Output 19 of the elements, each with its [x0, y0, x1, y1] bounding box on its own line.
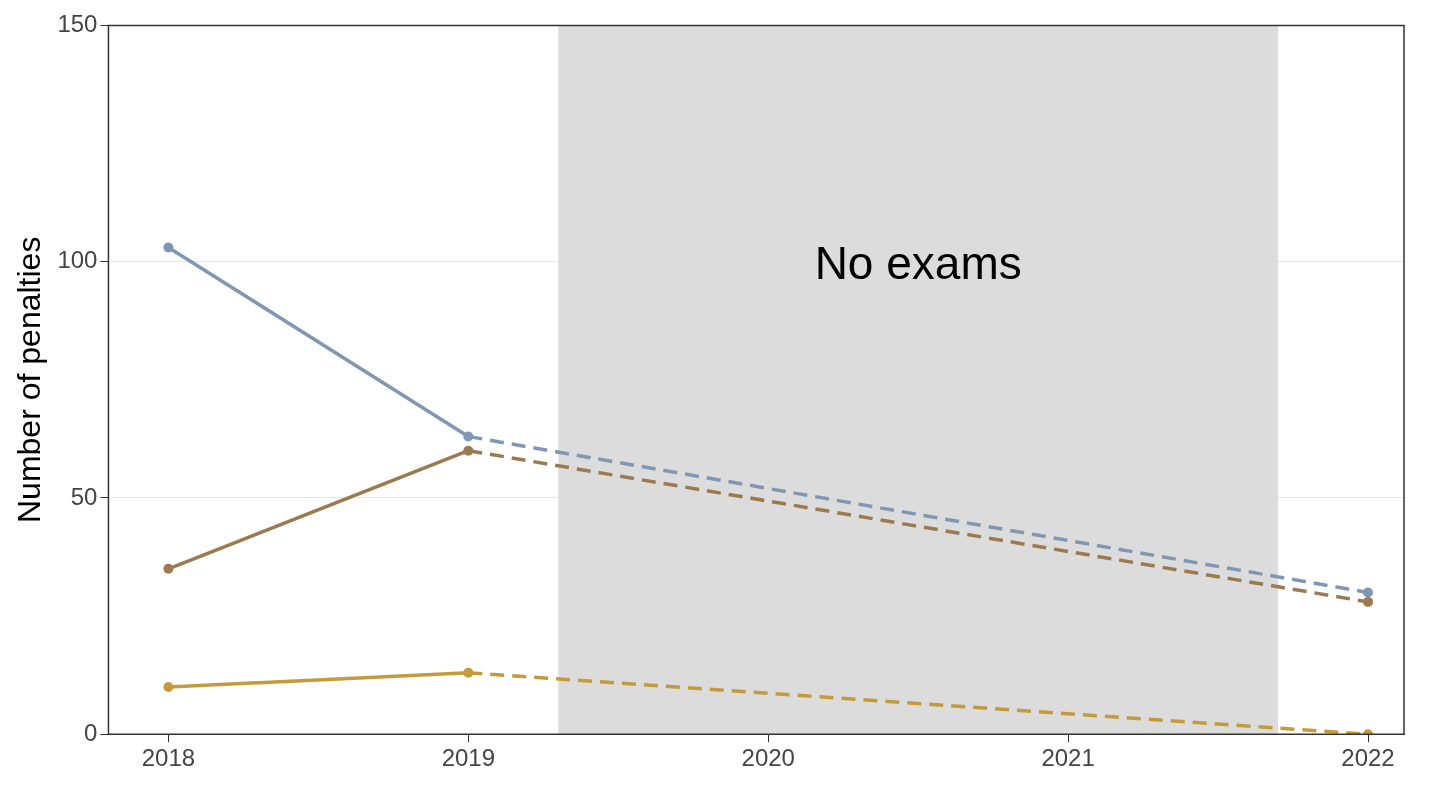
y-tick-label: 50: [70, 482, 98, 510]
point: [1363, 587, 1374, 598]
x-tick-label: 2020: [741, 744, 795, 772]
y-tick-label: 100: [57, 246, 98, 274]
x-tick-label: 2019: [441, 744, 496, 772]
y-tick-label: 0: [84, 718, 98, 746]
point: [463, 667, 474, 678]
point: [163, 242, 174, 253]
x-tick-label: 2018: [141, 744, 196, 772]
band-label: No exams: [814, 237, 1022, 290]
x-tick-label: 2022: [1341, 744, 1395, 772]
point: [463, 431, 474, 442]
point: [163, 681, 174, 692]
point: [1363, 596, 1374, 607]
point: [463, 445, 474, 456]
y-tick-label: 150: [57, 10, 98, 38]
y-axis-title: Number of penalties: [11, 236, 48, 523]
x-tick-label: 2021: [1041, 744, 1095, 772]
point: [163, 563, 174, 574]
